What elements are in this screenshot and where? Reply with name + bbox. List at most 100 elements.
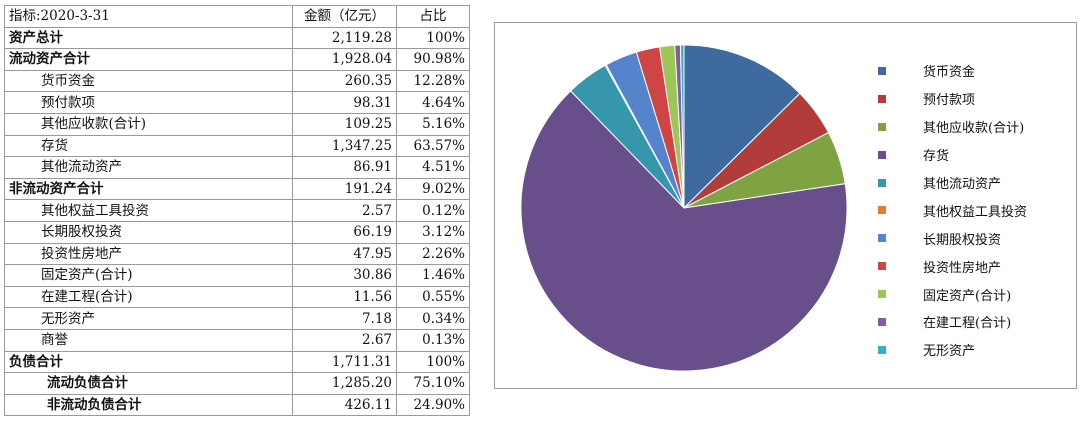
table-row: 无形资产 7.18 0.34% [4,307,470,330]
legend-label: 预付款项 [923,93,976,109]
table-row: 资产总计 2,119.28 100% [4,26,470,50]
table-row: 其他权益工具投资 2.57 0.12% [4,199,470,222]
row-amount: 47.95 [292,242,397,266]
table-row: 货币资金 260.35 12.28% [4,69,470,93]
legend-swatch [878,122,886,131]
row-amount: 86.91 [292,156,397,179]
row-share: 100% [396,350,470,374]
row-amount: 1,711.31 [292,350,397,374]
row-label: 其他权益工具投资 [4,199,293,222]
legend-label: 其他应收款(合计) [923,121,1025,137]
legend-label: 长期股权投资 [923,232,1002,248]
row-share: 3.12% [396,220,470,244]
table-row: 其他流动资产 86.91 4.51% [4,156,470,179]
table-row: 非流动资产合计 191.24 9.02% [4,177,470,201]
row-share: 0.13% [396,328,470,352]
table-row: 在建工程(合计) 11.56 0.55% [4,285,470,309]
row-share: 63.57% [396,134,470,158]
legend-item: 无形资产 [878,336,1027,364]
row-amount: 426.11 [292,393,397,417]
legend-label: 在建工程(合计) [923,316,1012,332]
row-share: 0.12% [396,199,470,222]
legend-label: 无形资产 [923,344,976,360]
table-row: 存货 1,347.25 63.57% [4,134,470,158]
row-amount: 191.24 [292,177,397,201]
row-label: 流动资产合计 [4,48,293,71]
row-label: 货币资金 [4,69,293,93]
row-share: 75.10% [396,372,470,395]
row-amount: 11.56 [292,285,397,309]
row-amount: 1,347.25 [292,134,397,158]
legend-item: 固定资产(合计) [878,280,1027,308]
row-label: 长期股权投资 [4,220,293,244]
table-row: 商誉 2.67 0.13% [4,328,470,352]
row-label: 固定资产(合计) [4,264,293,287]
row-label: 其他流动资产 [4,156,293,179]
legend-item: 存货 [878,141,1027,169]
row-label: 投资性房地产 [4,242,293,266]
legend-swatch [878,317,886,326]
row-label: 非流动资产合计 [4,177,293,201]
legend-item: 其他应收款(合计) [878,113,1027,141]
row-amount: 2.67 [292,328,397,352]
row-amount: 260.35 [292,69,397,93]
legend-swatch [878,66,886,75]
header-indicator: 指标:2020-3-31 [4,5,293,28]
row-share: 9.02% [396,177,470,201]
row-amount: 2,119.28 [292,26,397,50]
row-amount: 66.19 [292,220,397,244]
row-label: 资产总计 [4,26,293,50]
row-share: 12.28% [396,69,470,93]
row-amount: 30.86 [292,264,397,287]
header-amount: 金额（亿元） [292,5,397,28]
legend-swatch [878,290,886,299]
row-label: 在建工程(合计) [4,285,293,309]
legend-label: 固定资产(合计) [923,288,1012,304]
row-label: 负债合计 [4,350,293,374]
legend-label: 货币资金 [923,65,976,81]
table-row: 固定资产(合计) 30.86 1.46% [4,264,470,287]
row-share: 0.34% [396,307,470,330]
row-share: 4.64% [396,91,470,114]
table-row: 负债合计 1,711.31 100% [4,350,470,374]
pie-chart [520,44,848,372]
legend-swatch [878,94,886,103]
header-share: 占比 [396,5,470,28]
row-label: 其他应收款(合计) [4,112,293,136]
table-header-row: 指标:2020-3-31 金额（亿元） 占比 [4,5,470,28]
row-label: 预付款项 [4,91,293,114]
row-share: 0.55% [396,285,470,309]
legend-label: 其他权益工具投资 [923,204,1028,220]
row-label: 流动负债合计 [4,372,293,395]
row-share: 1.46% [396,264,470,287]
legend-swatch [878,234,886,243]
table-row: 预付款项 98.31 4.64% [4,91,470,114]
legend-label: 投资性房地产 [923,260,1002,276]
row-amount: 1,928.04 [292,48,397,71]
chart-legend: 货币资金预付款项其他应收款(合计) 存货其他流动资产其他权益工具投资 长期股权投资投… [878,57,1027,364]
row-label: 非流动负债合计 [4,393,293,417]
legend-label: 其他流动资产 [923,177,1002,192]
legend-label: 存货 [923,149,950,165]
table-row: 非流动负债合计 426.11 24.90% [4,393,470,417]
table-row: 长期股权投资 66.19 3.12% [4,220,470,244]
row-label: 商誉 [4,328,293,352]
table-row: 流动资产合计 1,928.04 90.98% [4,48,470,71]
table-row: 流动负债合计 1,285.20 75.10% [4,372,470,395]
row-share: 90.98% [396,48,470,71]
row-amount: 1,285.20 [292,372,397,395]
legend-item: 预付款项 [878,85,1027,113]
row-amount: 109.25 [292,112,397,136]
balance-sheet-table: 指标:2020-3-31 金额（亿元） 占比 资产总计 2,119.28 100% 流… [4,5,470,417]
legend-swatch [878,150,886,159]
legend-swatch [878,206,886,215]
row-label: 无形资产 [4,307,293,330]
row-amount: 98.31 [292,91,397,114]
legend-item: 在建工程(合计) [878,308,1027,336]
pie-slice [520,90,848,372]
pie-slice [679,44,685,209]
legend-swatch [878,262,886,271]
row-label: 存货 [4,134,293,158]
legend-item: 其他流动资产 [878,169,1027,197]
legend-item: 长期股权投资 [878,224,1027,252]
